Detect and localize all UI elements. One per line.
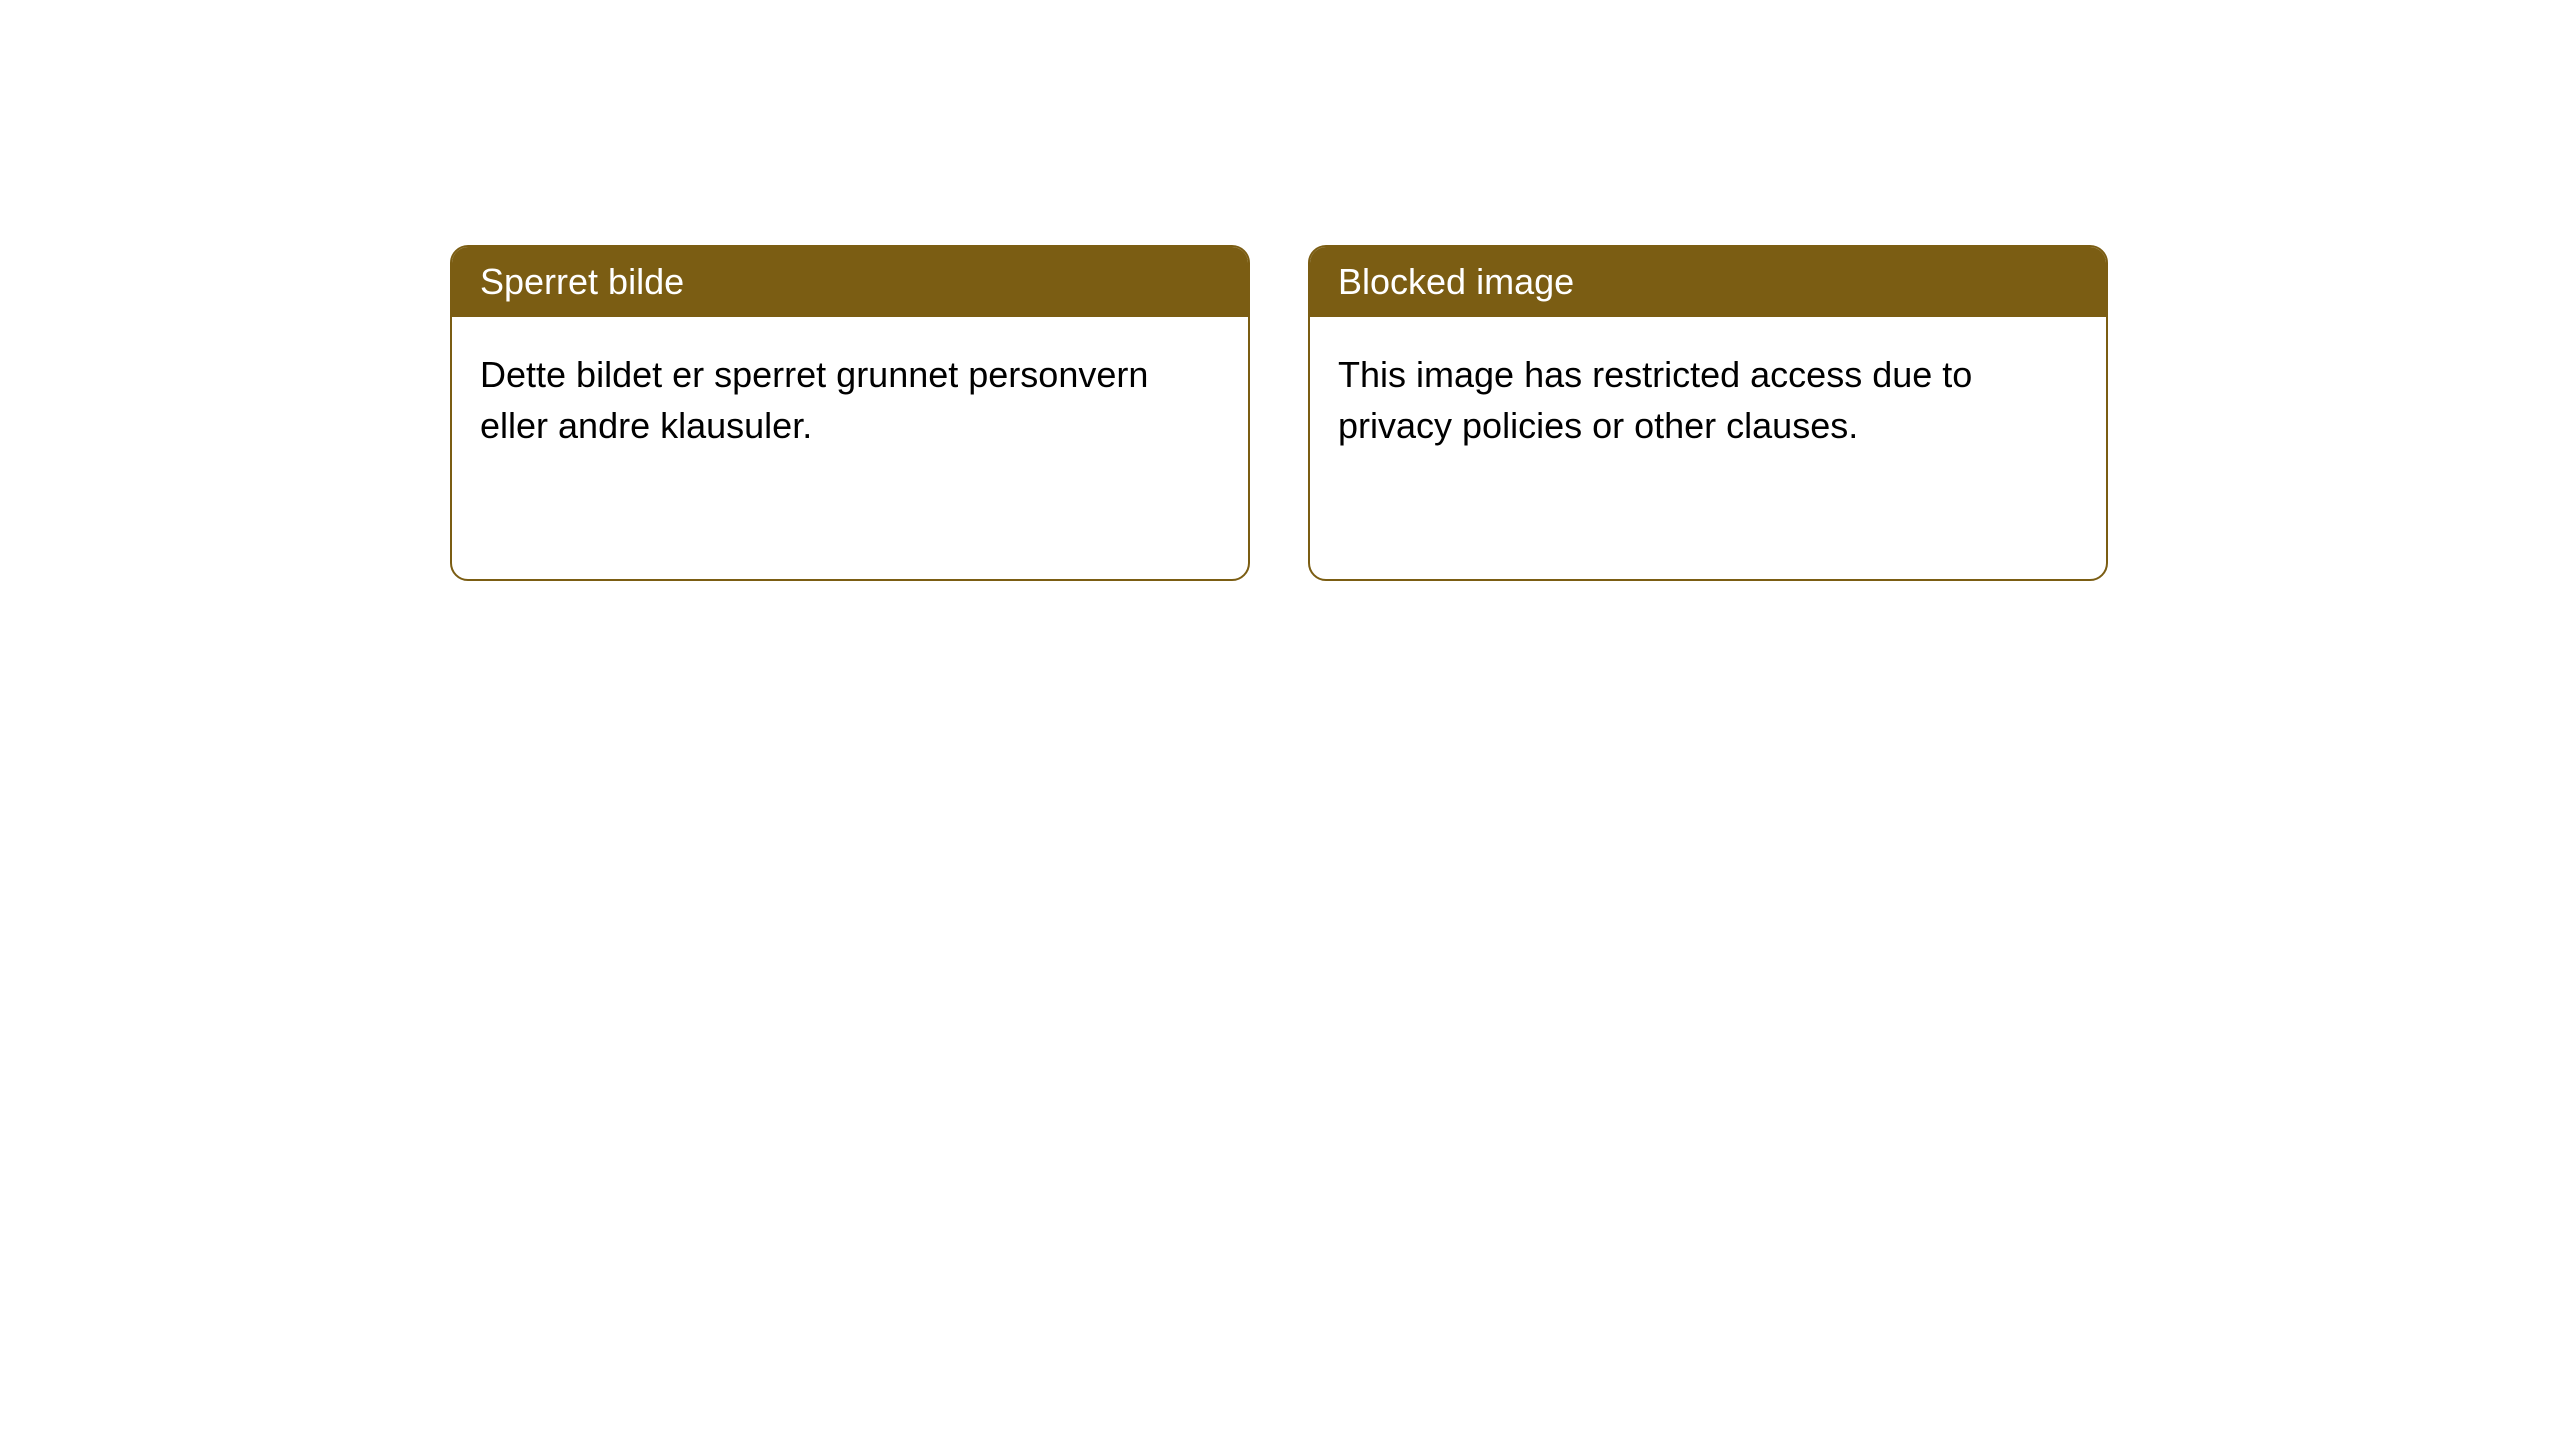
notice-header: Blocked image bbox=[1310, 247, 2106, 317]
notice-card-english: Blocked image This image has restricted … bbox=[1308, 245, 2108, 581]
notice-container: Sperret bilde Dette bildet er sperret gr… bbox=[0, 0, 2560, 581]
notice-header: Sperret bilde bbox=[452, 247, 1248, 317]
notice-card-norwegian: Sperret bilde Dette bildet er sperret gr… bbox=[450, 245, 1250, 581]
notice-body: This image has restricted access due to … bbox=[1310, 317, 2106, 483]
notice-body: Dette bildet er sperret grunnet personve… bbox=[452, 317, 1248, 483]
